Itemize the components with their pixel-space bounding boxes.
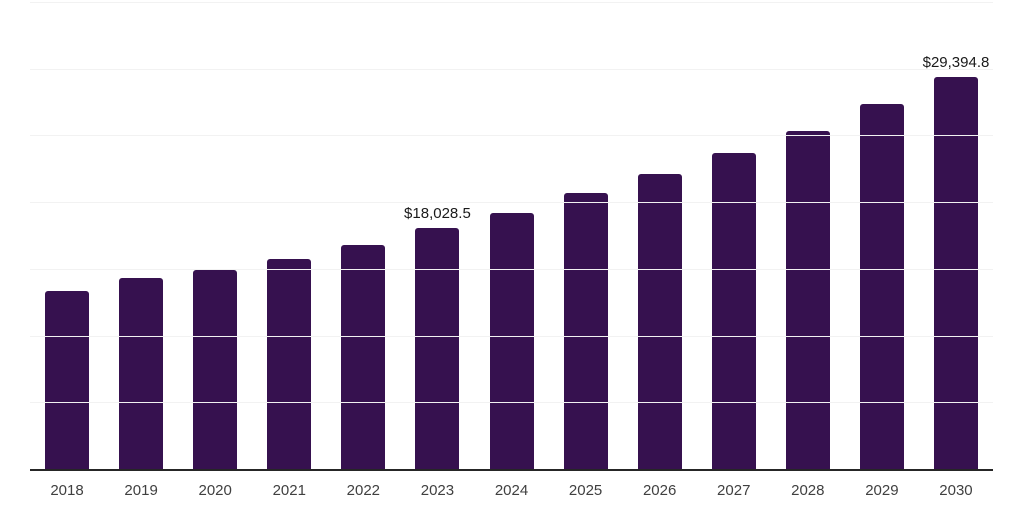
bar-2021[interactable] xyxy=(267,259,312,469)
bar-column-2029 xyxy=(845,2,919,469)
bar-2019[interactable] xyxy=(119,278,164,469)
x-tick-label-2027: 2027 xyxy=(717,482,751,499)
plot-area: $18,028.5 $29,394.8 xyxy=(30,2,993,471)
bar-2030[interactable] xyxy=(933,76,978,469)
x-tick-label-2021: 2021 xyxy=(272,482,306,499)
bar-column-2026 xyxy=(623,2,697,469)
bar-2024[interactable] xyxy=(489,212,534,469)
bar-2026[interactable] xyxy=(637,174,682,469)
bar-column-2018 xyxy=(30,2,104,469)
data-label-2023: $18,028.5 xyxy=(404,205,471,223)
x-tick-label-2024: 2024 xyxy=(494,482,529,499)
bar-column-2030: $29,394.8 xyxy=(919,2,993,469)
bar-2027[interactable] xyxy=(711,152,756,469)
bar-column-2023: $18,028.5 xyxy=(400,2,474,469)
bar-2029[interactable] xyxy=(859,104,904,469)
bar-2022[interactable] xyxy=(341,244,386,469)
x-tick-label-2029: 2029 xyxy=(865,482,899,499)
x-tick-label-2028: 2028 xyxy=(791,482,825,499)
x-tick-label-2023: 2023 xyxy=(420,482,455,499)
bar-column-2022 xyxy=(326,2,400,469)
data-label-2030: $29,394.8 xyxy=(922,53,990,71)
bar-column-2021 xyxy=(252,2,326,469)
bar-2023[interactable] xyxy=(415,228,460,469)
x-tick-label-2025: 2025 xyxy=(568,482,603,499)
x-axis-labels: 2018 2019 2020 2021 2022 2023 2024 2025 2026 2027… xyxy=(30,481,993,501)
bar-2025[interactable] xyxy=(563,193,608,469)
x-tick-label-2019: 2019 xyxy=(124,482,158,499)
bar-column-2020 xyxy=(178,2,252,469)
x-tick-label-2030: 2030 xyxy=(939,482,973,499)
bar-column-2025 xyxy=(549,2,623,469)
x-tick-label-2020: 2020 xyxy=(198,482,232,499)
bar-2018[interactable] xyxy=(45,291,90,469)
bar-column-2019 xyxy=(104,2,178,469)
bars-layer: $18,028.5 $29,394.8 xyxy=(30,2,993,469)
x-tick-label-2022: 2022 xyxy=(346,482,381,499)
bar-column-2028 xyxy=(771,2,845,469)
x-tick-label-2018: 2018 xyxy=(50,482,84,499)
x-tick-label-2026: 2026 xyxy=(642,482,677,499)
bar-2020[interactable] xyxy=(193,270,238,469)
bar-2028[interactable] xyxy=(785,130,830,469)
bar-column-2024 xyxy=(474,2,548,469)
bar-column-2027 xyxy=(697,2,771,469)
